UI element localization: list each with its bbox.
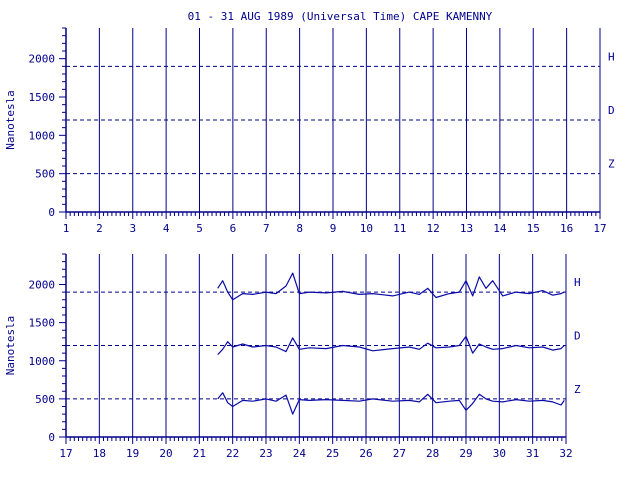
x-tick-label: 32 <box>559 447 572 460</box>
component-label-h: H <box>574 276 581 289</box>
x-tick-label: 17 <box>593 222 606 235</box>
x-tick-label: 7 <box>263 222 270 235</box>
series-line-d <box>217 335 565 356</box>
y-tick-label: 1000 <box>29 355 56 368</box>
x-tick-label: 4 <box>163 222 170 235</box>
x-tick-label: 6 <box>230 222 237 235</box>
x-tick-label: 2 <box>96 222 103 235</box>
x-tick-label: 12 <box>427 222 440 235</box>
x-tick-label: 26 <box>359 447 372 460</box>
component-label-z: Z <box>574 383 581 396</box>
y-tick-label: 0 <box>48 206 55 219</box>
x-tick-label: 20 <box>159 447 172 460</box>
x-tick-label: 27 <box>393 447 406 460</box>
x-tick-label: 9 <box>330 222 337 235</box>
x-tick-label: 8 <box>296 222 303 235</box>
x-tick-label: 23 <box>259 447 272 460</box>
x-tick-label: 29 <box>459 447 472 460</box>
x-tick-label: 25 <box>326 447 339 460</box>
x-tick-label: 11 <box>393 222 406 235</box>
x-tick-label: 24 <box>293 447 307 460</box>
series-line-z <box>217 392 565 415</box>
y-tick-label: 1500 <box>29 91 56 104</box>
component-label-h: H <box>608 50 615 63</box>
x-tick-label: 31 <box>526 447 539 460</box>
x-tick-label: 19 <box>126 447 139 460</box>
x-tick-label: 1 <box>63 222 70 235</box>
x-tick-label: 5 <box>196 222 203 235</box>
y-tick-label: 500 <box>35 393 55 406</box>
y-tick-label: 2000 <box>29 279 56 292</box>
component-label-d: D <box>574 330 581 343</box>
chart-title: 01 - 31 AUG 1989 (Universal Time) CAPE K… <box>188 10 493 23</box>
x-tick-label: 17 <box>59 447 72 460</box>
x-tick-label: 14 <box>493 222 507 235</box>
x-tick-label: 16 <box>560 222 573 235</box>
panel-aug-17-32: 0 500 1000 1500 2000 17 18 19 20 21 22 23 24 25 26 27 28… <box>4 253 581 460</box>
y-tick-label: 1000 <box>29 129 56 142</box>
y-axis-title: Nanotesla <box>4 316 17 376</box>
component-label-z: Z <box>608 158 615 171</box>
x-tick-label: 18 <box>93 447 106 460</box>
x-tick-label: 10 <box>360 222 373 235</box>
y-tick-label: 0 <box>48 431 55 444</box>
y-tick-label: 2000 <box>29 53 56 66</box>
y-tick-label: 1500 <box>29 317 56 330</box>
y-axis-title: Nanotesla <box>4 90 17 150</box>
x-tick-label: 30 <box>493 447 506 460</box>
x-tick-label: 13 <box>460 222 473 235</box>
x-tick-label: 15 <box>527 222 540 235</box>
x-tick-label: 22 <box>226 447 239 460</box>
x-tick-label: 28 <box>426 447 439 460</box>
series-line-h <box>217 272 565 301</box>
x-tick-label: 21 <box>193 447 206 460</box>
y-tick-label: 500 <box>35 168 55 181</box>
x-tick-label: 3 <box>129 222 136 235</box>
component-label-d: D <box>608 104 615 117</box>
